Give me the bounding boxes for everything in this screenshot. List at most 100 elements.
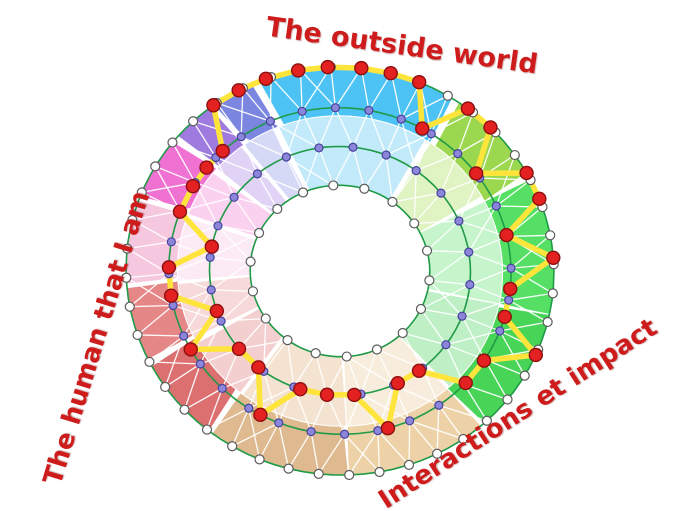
white-node bbox=[502, 394, 513, 405]
purple-node bbox=[441, 340, 451, 350]
red-node bbox=[458, 375, 473, 391]
purple-node bbox=[348, 142, 358, 152]
purple-node bbox=[434, 400, 444, 410]
red-node bbox=[231, 341, 247, 357]
white-node bbox=[260, 313, 271, 324]
red-node bbox=[476, 353, 492, 368]
red-node bbox=[163, 288, 179, 303]
white-node bbox=[150, 161, 161, 172]
red-node bbox=[354, 60, 369, 76]
purple-node bbox=[229, 192, 239, 202]
white-node bbox=[313, 468, 324, 479]
red-node bbox=[183, 342, 198, 357]
white-node bbox=[547, 288, 558, 299]
red-node bbox=[231, 83, 246, 98]
purple-node bbox=[274, 418, 284, 428]
red-node bbox=[204, 239, 220, 254]
red-node bbox=[290, 63, 306, 78]
white-node bbox=[188, 116, 199, 127]
white-node bbox=[421, 245, 433, 256]
purple-node bbox=[195, 359, 205, 369]
red-node bbox=[185, 178, 201, 194]
white-node bbox=[310, 348, 321, 359]
purple-node bbox=[217, 383, 227, 393]
white-node bbox=[122, 243, 133, 254]
red-node bbox=[161, 260, 177, 275]
white-node bbox=[442, 90, 453, 101]
purple-node bbox=[504, 295, 514, 305]
white-node bbox=[424, 275, 435, 286]
white-node bbox=[371, 344, 383, 355]
white-node bbox=[387, 196, 398, 208]
purple-node bbox=[491, 201, 501, 211]
purple-node bbox=[411, 166, 421, 176]
white-node bbox=[341, 351, 352, 362]
red-node bbox=[519, 165, 534, 181]
white-node bbox=[328, 180, 339, 191]
red-node bbox=[497, 309, 512, 325]
red-node bbox=[383, 66, 398, 81]
white-node bbox=[344, 469, 355, 481]
white-node bbox=[167, 137, 178, 148]
red-node bbox=[293, 382, 308, 397]
red-node bbox=[468, 166, 484, 181]
red-node bbox=[415, 121, 430, 136]
white-node bbox=[415, 303, 427, 315]
white-node bbox=[132, 329, 143, 341]
purple-node bbox=[306, 427, 316, 437]
red-node bbox=[483, 120, 498, 135]
white-node bbox=[272, 203, 283, 215]
white-node bbox=[374, 466, 385, 478]
white-node bbox=[519, 370, 530, 381]
purple-node bbox=[453, 149, 463, 159]
red-node bbox=[320, 59, 335, 75]
red-node bbox=[258, 71, 274, 87]
red-node bbox=[411, 363, 427, 379]
purple-node bbox=[373, 425, 383, 436]
purple-node bbox=[457, 311, 467, 321]
purple-node bbox=[364, 105, 374, 115]
purple-node bbox=[381, 150, 391, 160]
red-node bbox=[199, 160, 214, 175]
red-node bbox=[206, 98, 221, 113]
purple-node bbox=[281, 152, 291, 162]
white-node bbox=[179, 404, 190, 415]
yellow-path bbox=[166, 64, 557, 431]
red-node bbox=[253, 407, 268, 422]
red-node bbox=[503, 281, 518, 297]
white-node bbox=[397, 327, 408, 339]
red-node bbox=[528, 347, 544, 363]
red-node bbox=[215, 143, 230, 159]
white-node bbox=[227, 441, 238, 452]
white-node bbox=[136, 187, 147, 198]
white-node bbox=[297, 187, 309, 198]
red-node bbox=[319, 387, 335, 402]
purple-node bbox=[330, 103, 341, 113]
white-node bbox=[127, 214, 138, 226]
purple-node bbox=[464, 247, 474, 257]
purple-node bbox=[339, 429, 350, 439]
red-node bbox=[499, 227, 514, 243]
purple-node bbox=[205, 252, 215, 262]
purple-node bbox=[265, 116, 275, 126]
red-node bbox=[411, 74, 427, 90]
purple-node bbox=[454, 216, 464, 226]
purple-node bbox=[396, 114, 406, 124]
white-node bbox=[124, 301, 135, 312]
red-node bbox=[209, 303, 225, 319]
white-node bbox=[282, 334, 293, 346]
purple-node bbox=[244, 403, 254, 413]
purple-node bbox=[206, 285, 216, 295]
white-node bbox=[545, 230, 556, 241]
white-node bbox=[245, 256, 256, 267]
white-node bbox=[509, 149, 520, 161]
red-node bbox=[251, 360, 266, 375]
purple-node bbox=[506, 263, 516, 273]
white-node bbox=[160, 381, 171, 393]
white-node bbox=[481, 415, 492, 426]
white-node bbox=[121, 272, 132, 283]
white-node bbox=[253, 227, 265, 239]
red-node-layer bbox=[161, 59, 561, 436]
